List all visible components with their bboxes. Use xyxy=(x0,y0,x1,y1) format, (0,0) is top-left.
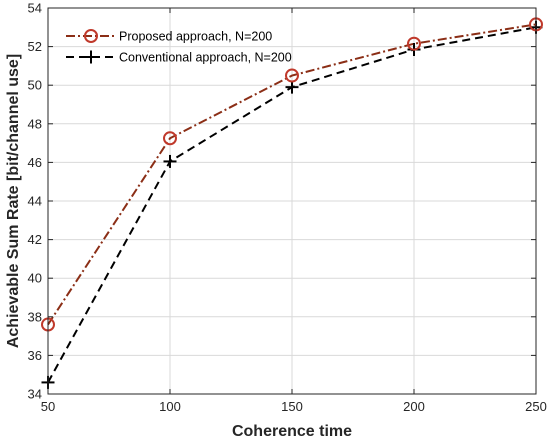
y-tick-label: 38 xyxy=(28,309,42,324)
legend-marker-1 xyxy=(84,50,98,64)
legend: Proposed approach, N=200 Conventional app… xyxy=(66,29,292,65)
y-tick-label: 54 xyxy=(28,1,42,16)
legend-label-1: Conventional approach, N=200 xyxy=(119,51,292,65)
y-tick-label: 34 xyxy=(28,387,42,402)
x-tick-label: 200 xyxy=(403,399,425,414)
x-axis-title: Coherence time xyxy=(232,423,352,440)
x-tick-label: 250 xyxy=(525,399,547,414)
series-1-point xyxy=(285,80,299,94)
ticks: 50 100 150 200 250 34 36 38 40 42 44 46 48 50 52 54 xyxy=(28,1,547,415)
y-tick-label: 50 xyxy=(28,78,42,93)
y-tick-label: 52 xyxy=(28,39,42,54)
series-layer xyxy=(41,17,543,389)
y-tick-label: 44 xyxy=(28,194,42,209)
legend-marker-0 xyxy=(84,29,98,43)
x-tick-label: 100 xyxy=(159,399,181,414)
y-tick-label: 36 xyxy=(28,348,42,363)
y-tick-label: 42 xyxy=(28,232,42,247)
x-tick-label: 50 xyxy=(41,399,55,414)
series-0-point xyxy=(163,131,177,146)
y-tick-label: 48 xyxy=(28,116,42,131)
y-tick-label: 46 xyxy=(28,155,42,170)
legend-label-0: Proposed approach, N=200 xyxy=(119,30,272,44)
series-0-point xyxy=(285,68,299,83)
series-0-point xyxy=(407,36,421,51)
y-tick-label: 40 xyxy=(28,271,42,286)
series-line-0 xyxy=(47,23,537,326)
y-axis-title: Achievable Sum Rate [bit/channel use] xyxy=(5,54,22,348)
x-tick-label: 150 xyxy=(281,399,303,414)
series-1-point xyxy=(163,154,177,168)
